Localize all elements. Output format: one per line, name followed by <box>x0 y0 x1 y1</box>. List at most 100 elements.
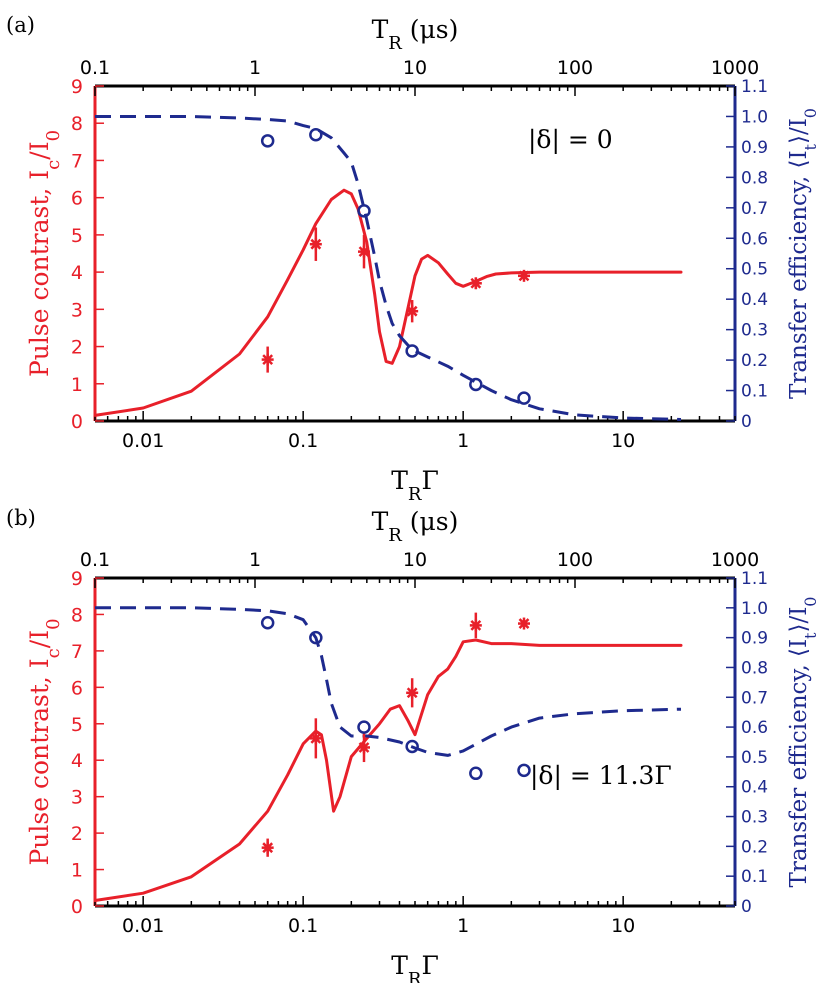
left-tick-label: 7 <box>71 150 83 172</box>
transfer-efficiency-point <box>260 134 275 148</box>
asterisk-stroke <box>518 618 530 629</box>
pulse-contrast-point <box>261 841 274 854</box>
pulse-contrast-curve <box>93 638 683 902</box>
bottom-tick-label: 1 <box>457 430 469 452</box>
bottom-axis-title: TRΓ <box>391 951 439 983</box>
right-tick-label: 0.9 <box>741 629 768 649</box>
right-tick-label: 0.4 <box>741 778 768 798</box>
right-axis-title: Transfer efficiency, ⟨It⟩/I0 <box>786 596 820 887</box>
left-tick-label: 9 <box>71 76 83 98</box>
transfer-efficiency-point <box>309 630 323 645</box>
pulse-contrast-point <box>517 617 530 630</box>
transfer-efficiency-curve <box>95 115 682 421</box>
right-tick-label: 0.6 <box>741 718 768 738</box>
pulse-contrast-point <box>469 277 482 290</box>
left-tick-label: 3 <box>71 787 83 809</box>
left-tick-label: 2 <box>71 823 83 845</box>
pulse-contrast-point <box>517 269 530 282</box>
right-axis-title: Transfer efficiency, ⟨It⟩/I0 <box>786 108 820 399</box>
top-tick-label: 10 <box>403 57 427 79</box>
transfer-efficiency-point <box>405 739 419 754</box>
left-axis-title: Pulse contrast, Ic/I0 <box>25 618 64 865</box>
left-tick-label: 8 <box>71 604 83 626</box>
right-tick-label: 0.8 <box>741 168 768 188</box>
right-tick-label: 0.4 <box>741 290 768 310</box>
panel-label: (a) <box>6 13 35 37</box>
bottom-tick-label: 0.1 <box>288 430 318 452</box>
transfer-efficiency-point <box>260 615 275 630</box>
chart-panel-b: 0.01 0.1 1 10 0.1 1 10 100 1000 0 1 2 3 4 5 6 7 8 9 0 0.1 0.2… <box>6 506 820 983</box>
left-tick-label: 5 <box>71 225 83 247</box>
top-tick-label: 100 <box>557 57 593 79</box>
bottom-axis-title: TRΓ <box>391 466 439 505</box>
pulse-contrast-point <box>309 238 322 251</box>
right-tick-label: 0.6 <box>741 229 768 249</box>
transfer-efficiency-point <box>469 766 483 781</box>
transfer-efficiency-point <box>357 720 371 734</box>
left-tick-label: 1 <box>71 860 83 882</box>
panel-label: (b) <box>6 506 36 530</box>
top-tick-label: 1000 <box>711 57 759 79</box>
transfer-efficiency-point <box>517 763 531 778</box>
left-tick-label: 1 <box>71 374 83 396</box>
transfer-efficiency-point <box>405 344 419 358</box>
left-tick-label: 9 <box>71 568 83 590</box>
bottom-tick-label: 0.01 <box>122 430 164 452</box>
left-tick-label: 6 <box>71 188 83 210</box>
pulse-contrast-point <box>357 245 370 258</box>
delta-annotation: |δ| = 0 <box>528 125 613 155</box>
chart-panel-a: 0.01 0.1 1 10 0.1 1 10 100 1000 0 1 2 3 4 5 6 7 8 9 0 0.1 0.2… <box>6 13 820 505</box>
right-tick-label: 0.1 <box>741 382 768 402</box>
left-tick-label: 4 <box>71 262 83 284</box>
right-tick-label: 0.3 <box>741 321 768 341</box>
right-tick-label: 1.1 <box>741 77 768 97</box>
top-axis-title: TR (μs) <box>372 15 459 54</box>
asterisk-stroke <box>358 742 370 753</box>
pulse-contrast-point <box>406 686 419 699</box>
pulse-contrast-point <box>357 741 370 754</box>
right-tick-label: 1.0 <box>741 599 768 619</box>
delta-annotation: |δ| = 11.3Γ <box>530 761 672 791</box>
asterisk-stroke <box>470 277 482 289</box>
left-tick-label: 0 <box>71 896 83 918</box>
transfer-efficiency-point <box>357 204 371 218</box>
top-tick-label: 100 <box>557 549 593 571</box>
bottom-tick-label: 10 <box>611 915 635 937</box>
transfer-efficiency-point <box>517 391 531 405</box>
bottom-tick-label: 10 <box>611 430 635 452</box>
left-axis-title: Pulse contrast, Ic/I0 <box>25 130 64 377</box>
top-tick-label: 10 <box>403 549 427 571</box>
right-tick-label: 0.7 <box>741 688 768 708</box>
asterisk-stroke <box>262 354 274 365</box>
right-tick-label: 1.0 <box>741 107 768 127</box>
bottom-tick-label: 1 <box>457 915 469 937</box>
top-tick-label: 1 <box>249 549 261 571</box>
left-tick-label: 8 <box>71 113 83 135</box>
top-tick-label: 0.1 <box>80 57 110 79</box>
transfer-efficiency-point <box>469 377 483 392</box>
left-tick-label: 0 <box>71 411 83 433</box>
left-tick-label: 5 <box>71 714 83 736</box>
transfer-efficiency-curve <box>95 606 682 757</box>
asterisk-stroke <box>310 238 322 250</box>
left-tick-label: 7 <box>71 641 83 663</box>
right-tick-label: 0.3 <box>741 808 768 828</box>
right-tick-label: 0.8 <box>741 658 768 678</box>
right-tick-label: 0.1 <box>741 867 768 887</box>
right-tick-label: 0.2 <box>741 837 768 857</box>
asterisk-stroke <box>470 619 482 631</box>
left-tick-label: 2 <box>71 337 83 359</box>
pulse-contrast-point <box>406 305 419 318</box>
pulse-contrast-point <box>261 353 274 366</box>
pulse-contrast-point <box>309 732 322 745</box>
right-tick-label: 0.5 <box>741 260 768 280</box>
right-tick-label: 0 <box>741 897 752 917</box>
right-tick-label: 0.2 <box>741 351 768 371</box>
top-tick-label: 1000 <box>711 549 759 571</box>
right-tick-label: 1.1 <box>741 569 768 589</box>
asterisk-stroke <box>262 842 274 854</box>
bottom-tick-label: 0.01 <box>122 915 164 937</box>
left-tick-label: 3 <box>71 299 83 321</box>
asterisk-stroke <box>310 732 322 744</box>
